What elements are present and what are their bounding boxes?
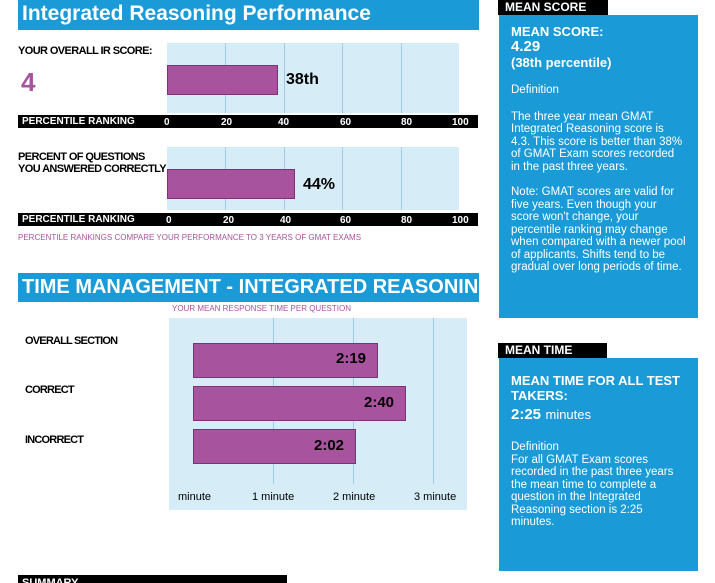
time-row-label: INCORRECT bbox=[25, 434, 84, 446]
time-bar-incorrect bbox=[193, 429, 356, 464]
time-chart-title: YOUR MEAN RESPONSE TIME PER QUESTION bbox=[172, 304, 351, 313]
gridline bbox=[342, 147, 343, 210]
definition-label: Definition bbox=[511, 84, 559, 96]
score-percentile-bar-label: 38th bbox=[286, 71, 319, 88]
axis-label: PERCENTILE RANKING bbox=[22, 214, 135, 225]
axis-tick-label: 40 bbox=[280, 215, 292, 226]
axis-tick-label: 0 bbox=[166, 215, 172, 226]
axis-label: PERCENTILE RANKING bbox=[22, 116, 135, 127]
axis-tick-label: 80 bbox=[401, 215, 413, 226]
percent-correct-label: PERCENT OF QUESTIONS YOU ANSWERED CORREC… bbox=[18, 151, 167, 175]
percentile-footnote: PERCENTILE RANKINGS COMPARE YOUR PERFORM… bbox=[18, 233, 362, 242]
score-percentile-bar bbox=[167, 65, 278, 95]
mean-score-note: Note: GMAT scores are valid for five yea… bbox=[511, 186, 686, 273]
mean-score-heading: MEAN SCORE: bbox=[511, 24, 604, 39]
score-percentile-axis: PERCENTILE RANKING 0 20 40 60 80 100 bbox=[18, 115, 478, 128]
mean-time-value-row: 2:25 minutes bbox=[511, 406, 686, 424]
axis-tick-label: 60 bbox=[340, 215, 352, 226]
time-axis-tick: 2 minute bbox=[333, 491, 376, 503]
time-bar-overall bbox=[193, 343, 378, 378]
axis-tick-label: 20 bbox=[221, 117, 233, 128]
gridline bbox=[433, 318, 434, 484]
mean-time-heading: MEAN TIME FOR ALL TEST TAKERS: bbox=[511, 373, 680, 403]
mean-score-panel: MEAN SCORE: 4.29 (38th percentile) Defin… bbox=[499, 15, 698, 318]
time-management-header: TIME MANAGEMENT - INTEGRATED REASONING bbox=[18, 273, 494, 302]
time-axis-tick: 1 minute bbox=[252, 491, 295, 503]
gridline bbox=[401, 147, 402, 210]
axis-tick-label: 0 bbox=[164, 117, 170, 128]
time-chart: 2:19 2:40 2:02 minute 1 minute 2 minute … bbox=[169, 318, 467, 510]
percent-correct-axis: PERCENTILE RANKING 0 20 40 60 80 100 bbox=[18, 213, 478, 226]
time-axis-tick: minute bbox=[178, 491, 212, 503]
mean-score-tag: MEAN SCORE bbox=[498, 0, 608, 15]
mean-score-value: 4.29 bbox=[511, 38, 541, 55]
time-bar-label: 2:40 bbox=[364, 394, 395, 411]
mean-time-panel: MEAN TIME FOR ALL TEST TAKERS: 2:25 minu… bbox=[499, 358, 698, 571]
time-row-label: OVERALL SECTION bbox=[25, 335, 118, 347]
mean-score-definition: The three year mean GMAT Integrated Reas… bbox=[511, 110, 683, 173]
axis-tick-label: 40 bbox=[278, 117, 290, 128]
percent-correct-bar-label: 44% bbox=[303, 176, 336, 193]
overall-score-label: YOUR OVERALL IR SCORE: bbox=[18, 45, 152, 57]
axis-tick-label: 100 bbox=[452, 215, 469, 226]
axis-tick-label: 20 bbox=[223, 215, 235, 226]
summary-header: SUMMARY bbox=[18, 575, 287, 583]
score-percentile-chart: 38th bbox=[167, 43, 459, 113]
gridline bbox=[342, 43, 343, 113]
ir-performance-header: Integrated Reasoning Performance bbox=[18, 0, 479, 30]
gridline bbox=[401, 43, 402, 113]
time-bar-correct bbox=[193, 386, 406, 421]
mean-time-definition: For all GMAT Exam scores recorded in the… bbox=[511, 453, 674, 529]
time-axis-tick: 3 minute bbox=[414, 491, 457, 503]
mean-time-tag: MEAN TIME bbox=[498, 343, 607, 358]
mean-time-unit: minutes bbox=[545, 407, 592, 422]
axis-tick-label: 100 bbox=[452, 117, 469, 128]
definition-label: Definition bbox=[511, 441, 559, 453]
mean-score-percentile: (38th percentile) bbox=[511, 55, 612, 70]
time-row-label: CORRECT bbox=[25, 384, 75, 396]
percent-correct-chart: 44% bbox=[167, 147, 459, 210]
overall-score-value: 4 bbox=[21, 67, 36, 97]
time-bar-label: 2:19 bbox=[336, 350, 367, 367]
gridline bbox=[284, 43, 285, 113]
axis-tick-label: 60 bbox=[340, 117, 352, 128]
percent-correct-bar bbox=[167, 169, 295, 199]
axis-tick-label: 80 bbox=[401, 117, 413, 128]
time-bar-label: 2:02 bbox=[314, 437, 345, 454]
mean-time-value: 2:25 bbox=[511, 406, 542, 423]
